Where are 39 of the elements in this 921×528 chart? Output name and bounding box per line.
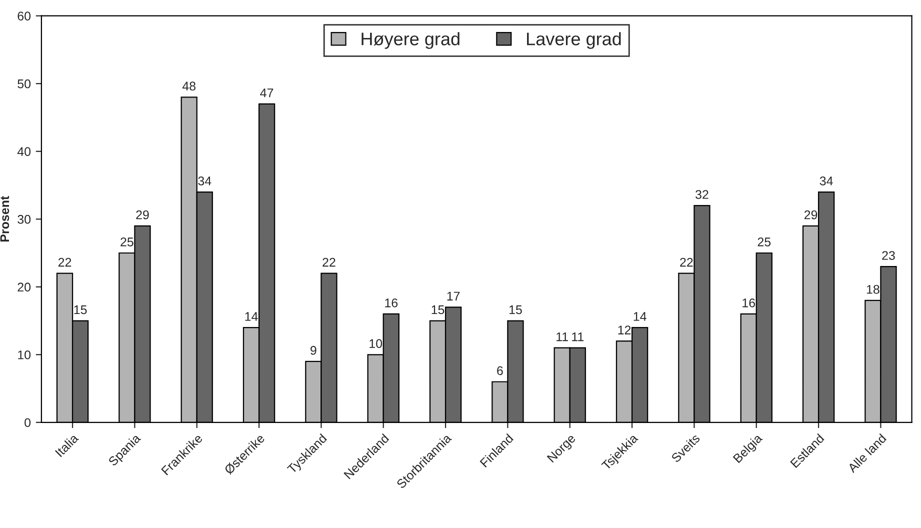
data-label: 16 [385, 298, 398, 308]
data-label: 22 [322, 258, 336, 267]
data-label: 11 [556, 332, 568, 342]
y-tick-label: 30 [18, 214, 31, 224]
data-label: 25 [758, 238, 771, 246]
data-label: 48 [182, 82, 196, 91]
legend-label: Lavere grad [527, 32, 621, 49]
legend-label: Høyere grad [362, 32, 460, 49]
data-label: 11 [572, 332, 584, 342]
y-tick-label: 20 [18, 282, 31, 292]
y-tick-label: 10 [18, 350, 31, 360]
data-label: 9 [310, 346, 316, 355]
data-label: 6 [497, 366, 503, 376]
data-label: 32 [696, 190, 708, 199]
data-label: 12 [618, 326, 631, 334]
y-tick-label: 50 [18, 79, 31, 88]
x-tick-label: Italia [54, 432, 80, 458]
data-label: 16 [742, 298, 756, 308]
data-label: 22 [58, 258, 72, 267]
data-label: 34 [198, 176, 212, 186]
data-label: 25 [120, 238, 134, 246]
data-label: 29 [136, 210, 149, 220]
data-label: 34 [820, 176, 833, 186]
data-label: 10 [370, 339, 382, 348]
data-label: 29 [804, 210, 818, 220]
data-label: 15 [509, 305, 522, 314]
data-label: 15 [74, 305, 87, 314]
y-axis-title: Prosent [0, 196, 10, 242]
data-label: 14 [245, 312, 258, 321]
data-label: 23 [882, 251, 895, 260]
data-label: 18 [866, 284, 880, 294]
data-label: 22 [680, 258, 693, 267]
y-tick-label: 40 [17, 147, 31, 156]
data-label: 17 [447, 292, 460, 300]
y-tick-label: 60 [18, 12, 31, 20]
data-label: 15 [432, 305, 444, 314]
data-label: 14 [634, 312, 646, 321]
y-tick-label: 0 [24, 418, 31, 428]
data-label: 47 [260, 88, 274, 98]
